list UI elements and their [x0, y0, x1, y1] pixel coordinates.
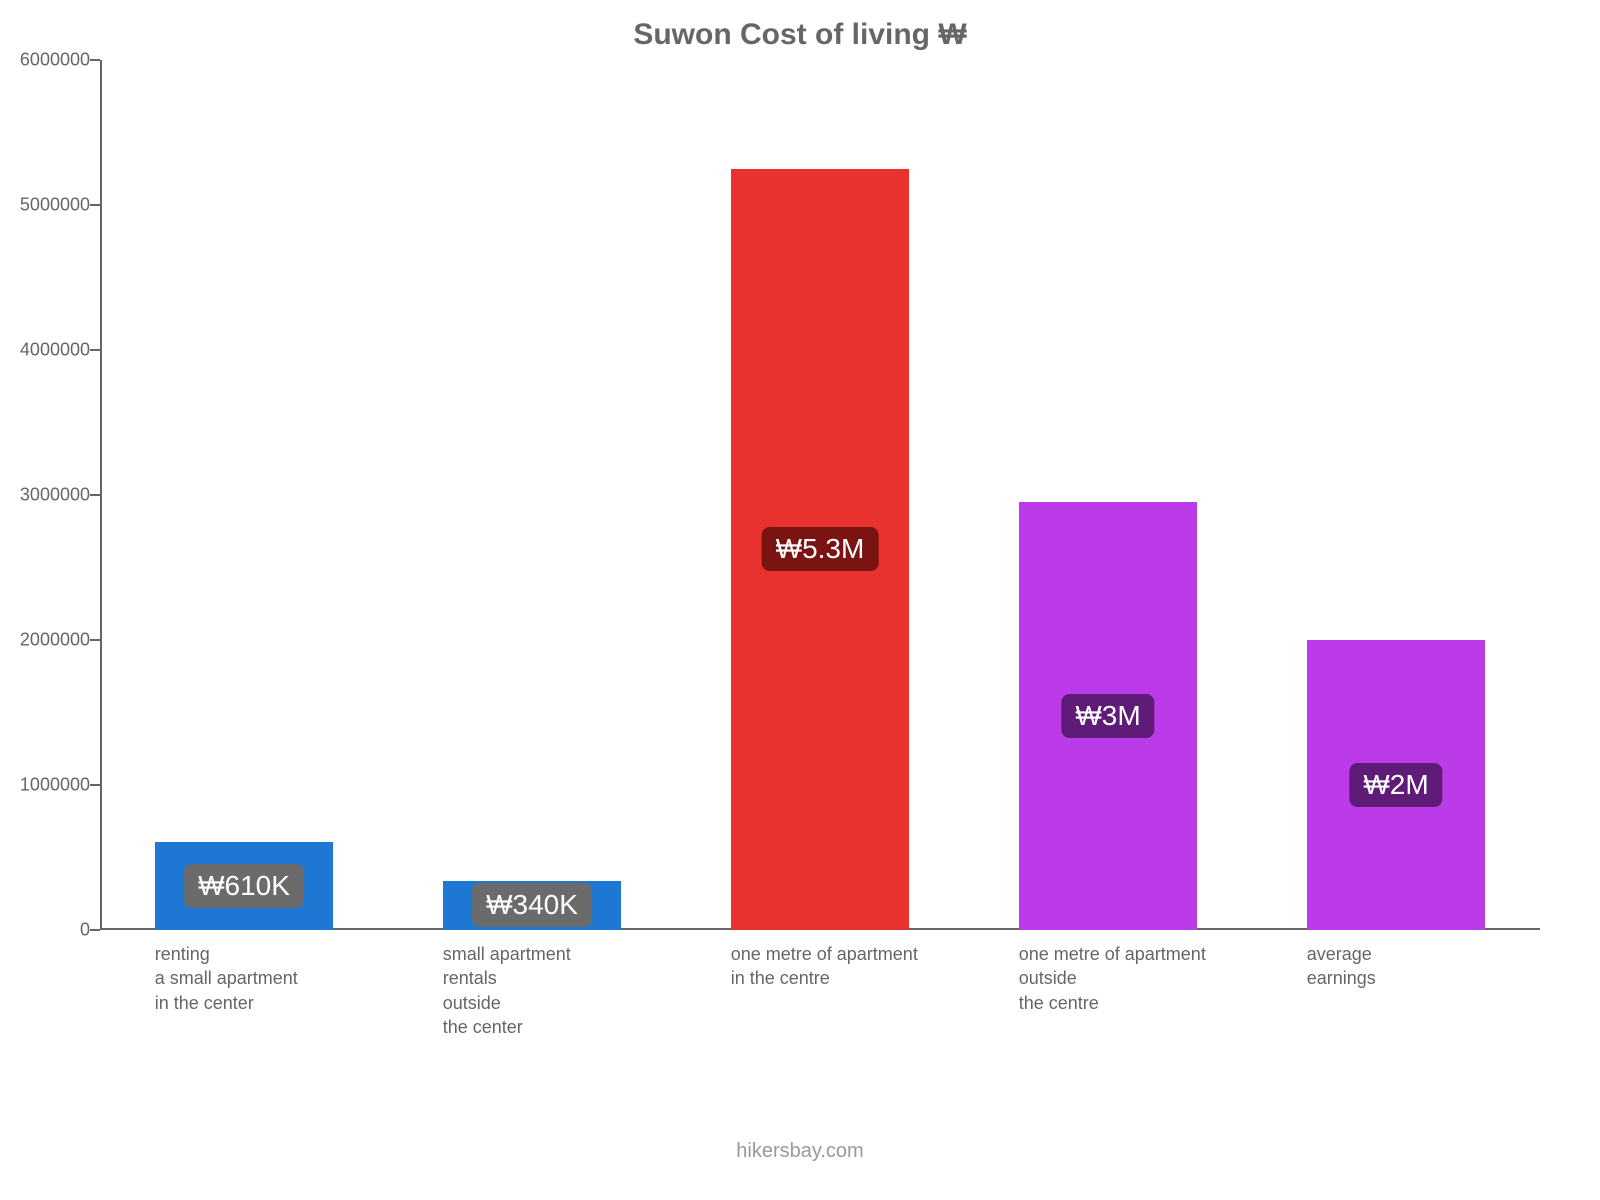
- bar-value-badge: ₩610K: [184, 864, 304, 908]
- x-category-label: average earnings: [1307, 942, 1376, 991]
- bar-value-badge: ₩340K: [472, 883, 592, 927]
- bars-layer: ₩610K ₩340K ₩5.3M ₩3M ₩2M: [100, 60, 1540, 930]
- y-tick-label: 3000000: [20, 485, 100, 506]
- y-tick-label: 2000000: [20, 630, 100, 651]
- x-category-label: one metre of apartment in the centre: [731, 942, 918, 991]
- y-tick-label: 6000000: [20, 50, 100, 71]
- y-tick-label: 1000000: [20, 775, 100, 796]
- y-tick-label: 0: [80, 920, 100, 941]
- plot-area: ₩610K₩340K₩5.3M₩3M₩2M 010000002000000300…: [100, 60, 1540, 930]
- y-tick-label: 5000000: [20, 195, 100, 216]
- chart-footer: hikersbay.com: [0, 1140, 1600, 1163]
- x-category-label: renting a small apartment in the center: [155, 942, 298, 1015]
- y-tick-label: 4000000: [20, 340, 100, 361]
- x-category-label: one metre of apartment outside the centr…: [1019, 942, 1206, 1015]
- bar-value-badge: ₩3M: [1061, 694, 1154, 738]
- bar-value-badge: ₩2M: [1349, 763, 1442, 807]
- chart-title: Suwon Cost of living ₩: [0, 18, 1600, 52]
- x-category-label: small apartment rentals outside the cent…: [443, 942, 571, 1039]
- chart-container: Suwon Cost of living ₩ ₩610K ₩340K ₩5.3M ₩3…: [0, 0, 1600, 1200]
- bar-value-badge: ₩5.3M: [762, 527, 879, 571]
